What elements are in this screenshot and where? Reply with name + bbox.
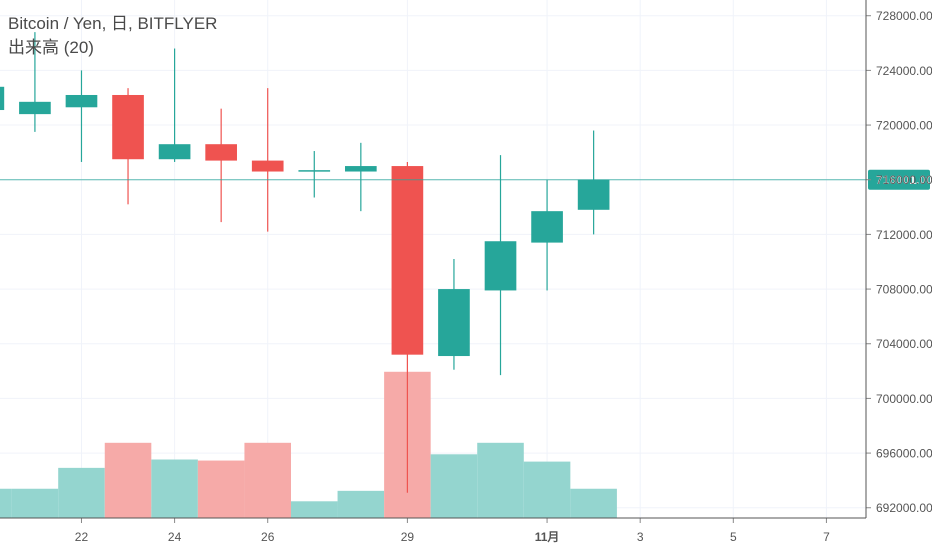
candle-body [577,179,610,210]
x-tick-label: 7 [823,530,830,544]
x-tick-label: 24 [168,530,182,544]
candle-body [19,101,51,115]
candle-body [65,94,98,108]
candle-body [531,211,563,243]
candle-body [251,160,284,172]
volume-bar [430,454,478,518]
candles [0,32,610,493]
candle-body [112,94,144,160]
x-tick-label: 5 [730,530,737,544]
candle [158,48,191,162]
candle [251,88,284,232]
last-price-line: 716001.00 [0,169,932,190]
volume-bar [0,488,12,518]
last-price-label: 716001.00 [876,173,932,187]
grid-lines [0,0,866,518]
volume-bar [151,459,198,518]
x-tick-label: 3 [637,530,644,544]
y-tick-label: 700000.00 [876,392,932,406]
y-tick-label: 696000.00 [876,447,932,461]
volume-bar [477,442,524,518]
last-price-badge [868,169,930,190]
volume-indicator-label[interactable]: 出来高 (20) [8,38,94,57]
chart-legend: Bitcoin / Yen, 日, BITFLYER 出来高 (20) [8,12,217,60]
y-tick-label: 704000.00 [876,337,932,351]
volume-bar [197,460,245,518]
x-tick-label: 11月 [535,530,560,544]
candle-body [298,170,331,172]
candle [19,32,51,132]
volume-bar [11,488,59,518]
y-tick-label: 708000.00 [876,283,932,297]
candle [577,130,610,235]
candle [205,108,237,223]
candle [298,151,331,198]
candle [484,155,517,376]
candle [531,179,563,291]
x-tick-label: 29 [401,530,415,544]
y-tick-label: 724000.00 [876,64,932,78]
candle-body [391,166,424,355]
candle [0,86,5,111]
candle [65,70,98,162]
volume-bar [244,442,291,518]
candle-body [0,86,5,111]
candle-body [484,241,517,291]
y-tick-label: 692000.00 [876,501,932,515]
candle [391,161,424,493]
candle [438,259,470,370]
candle [345,142,377,212]
x-tick-label: 26 [261,530,275,544]
candle-body [345,166,377,172]
x-tick-label: 22 [75,530,89,544]
y-tick-label: 712000.00 [876,228,932,242]
y-tick-label: 720000.00 [876,119,932,133]
y-tick-label: 728000.00 [876,9,932,23]
y-tick-label: 716000.00 [876,173,932,187]
volume-bar [523,461,571,518]
volume-bars [0,371,617,518]
symbol-title[interactable]: Bitcoin / Yen, 日, BITFLYER [8,14,218,33]
volume-bar [104,442,152,518]
volume-bar [58,467,105,518]
candle [112,88,144,205]
volume-bar [570,488,617,518]
candle-body [205,144,237,161]
volume-bar [337,490,385,518]
candle-body [438,289,470,357]
candle-body [158,144,191,160]
volume-bar [290,501,338,518]
